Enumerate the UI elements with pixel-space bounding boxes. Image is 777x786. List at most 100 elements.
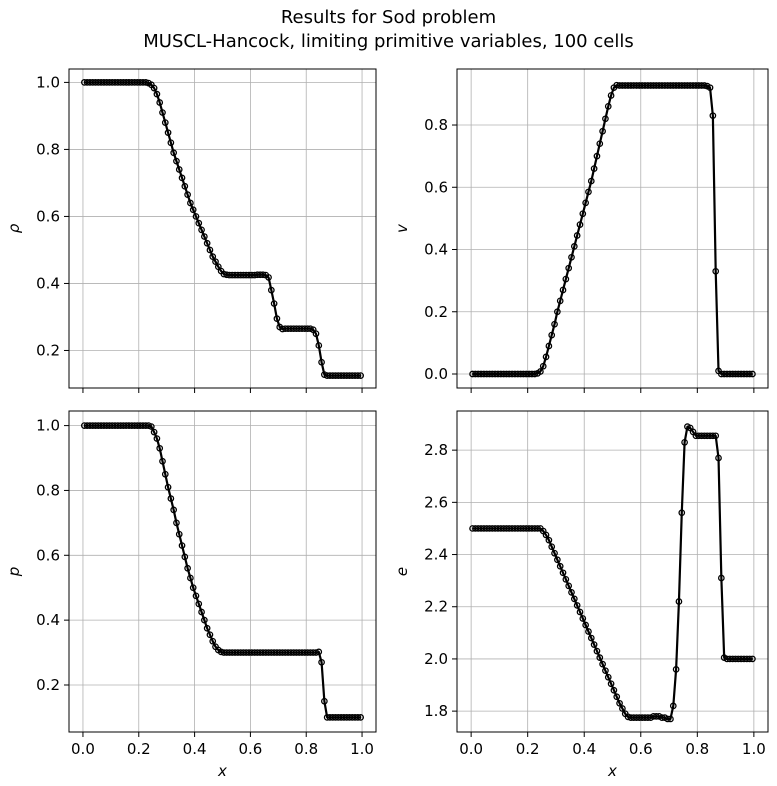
x-tick-label: 1.0 (350, 740, 374, 758)
data-point (579, 210, 587, 218)
y-tick-label: 2.4 (424, 546, 448, 564)
data-point (150, 428, 158, 436)
data-point (259, 271, 267, 279)
y-tick-label: 0.4 (36, 611, 60, 629)
y-axis-label: e (393, 567, 411, 576)
x-tick-label: 0.0 (459, 740, 483, 758)
data-point (587, 177, 595, 185)
y-axis-label: ρ (5, 223, 23, 233)
data-point (706, 84, 714, 92)
data-point (178, 174, 186, 182)
data-point (545, 536, 553, 544)
data-point (206, 631, 214, 639)
chart-panel-1: 0.2 0.4 0.6 0.8 1.0 ρ (5, 68, 377, 393)
data-point (357, 372, 364, 379)
figure-title-line-2: MUSCL-Hancock, limiting primitive variab… (143, 31, 634, 52)
y-tick-label: 0.8 (36, 140, 60, 158)
data-point (184, 191, 191, 199)
axes-frame (456, 68, 769, 389)
x-tick-label: 0.0 (71, 740, 95, 758)
data-point (187, 574, 194, 582)
data-point (156, 444, 164, 452)
data-point (164, 483, 172, 491)
data-point (537, 368, 544, 375)
data-point (354, 372, 362, 379)
y-tick-label: 1.0 (36, 417, 60, 435)
data-point (192, 213, 200, 220)
data-point (175, 166, 183, 173)
data-point (209, 637, 217, 645)
data-point (551, 320, 558, 328)
data-point (321, 697, 328, 705)
y-tick-label: 2.8 (424, 441, 448, 459)
y-tick-label: 0.2 (36, 341, 60, 359)
x-tick-label: 0.8 (685, 740, 709, 758)
y-axis-label: v (393, 223, 411, 233)
data-point (531, 370, 539, 378)
data-point (173, 157, 180, 165)
data-point (717, 574, 725, 582)
data-point (599, 127, 606, 135)
axes-frame (456, 410, 769, 733)
x-tick-label: 0.2 (516, 740, 540, 758)
x-tick-label: 0.2 (127, 740, 151, 758)
y-tick-label: 2.0 (424, 650, 448, 668)
data-point (265, 274, 272, 281)
data-point (357, 714, 364, 721)
data-point (678, 509, 686, 517)
data-point (709, 112, 717, 120)
chart-panel-2: 0.0 0.2 0.4 0.6 0.8 v (393, 68, 769, 393)
data-point (195, 219, 203, 227)
chart-panel-3: 0.0 0.2 0.4 0.6 0.8 1.0 0.2 0.4 0.6 0.8 1.0 p x (5, 410, 377, 780)
x-tick-label: 0.6 (238, 740, 262, 758)
data-point (570, 243, 578, 250)
data-point (613, 693, 621, 701)
data-point (749, 655, 756, 663)
y-tick-label: 0.6 (36, 546, 60, 564)
data-point (596, 140, 604, 148)
data-point (585, 188, 592, 196)
data-point (548, 331, 556, 339)
y-tick-label: 0.2 (424, 303, 448, 321)
data-point (585, 628, 592, 635)
data-point (354, 714, 362, 721)
data-point (568, 589, 575, 596)
data-point (749, 370, 756, 378)
data-point (273, 315, 281, 322)
data-point (593, 152, 601, 160)
data-point (203, 624, 211, 632)
data-point (161, 119, 169, 126)
data-point (579, 615, 587, 622)
data-point (195, 600, 203, 608)
data-point (587, 634, 595, 642)
data-point (206, 246, 214, 254)
data-point (616, 699, 623, 707)
data-point (201, 233, 208, 240)
x-axis-label: x (217, 762, 227, 780)
data-point (192, 592, 200, 600)
data-point (189, 584, 197, 592)
data-point (607, 92, 615, 99)
data-point (672, 666, 680, 673)
data-point (170, 506, 178, 514)
y-tick-label: 2.6 (424, 493, 448, 511)
data-point (312, 330, 320, 338)
data-point (270, 300, 278, 307)
data-point (573, 232, 581, 239)
data-point (153, 90, 161, 98)
data-point (167, 139, 175, 147)
y-axis-label: p (5, 567, 23, 578)
data-point (715, 454, 722, 462)
y-tick-label: 1.0 (36, 73, 60, 91)
data-point (212, 258, 219, 266)
data-point (619, 705, 626, 712)
data-point (559, 569, 567, 577)
figure-title-line-1: Results for Sod problem (280, 7, 497, 28)
data-point (173, 519, 180, 527)
data-point (667, 715, 674, 723)
data-point (175, 530, 183, 538)
data-point (570, 595, 578, 603)
data-point (596, 654, 604, 661)
y-tick-label: 1.8 (424, 702, 448, 720)
